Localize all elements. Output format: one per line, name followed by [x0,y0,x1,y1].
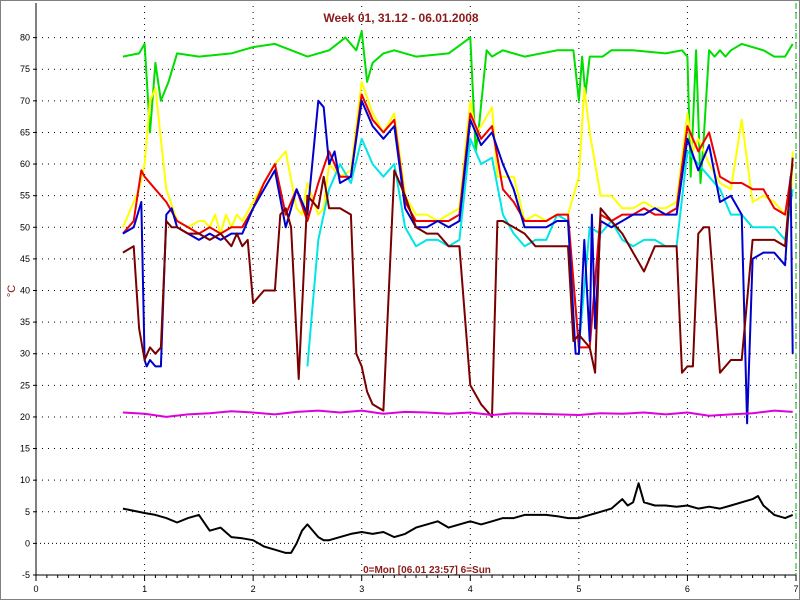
x-tick-label: 5 [576,584,581,594]
x-tick-label: 7 [793,584,798,594]
x-tick-label: 0 [33,584,38,594]
grid [36,6,797,576]
y-tick-label: 30 [20,349,30,359]
y-tick-label: 35 [20,317,30,327]
series-line-1 [121,80,794,235]
y-tick-label: 65 [20,127,30,137]
y-tick-label: 25 [20,380,30,390]
series-line-7 [122,482,794,554]
series-line-6 [122,409,793,418]
x-tick-label: 2 [251,584,256,594]
series [121,30,794,554]
y-tick-label: 80 [20,33,30,43]
chart-title: Week 01, 31.12 - 06.01.2008 [323,11,479,25]
x-tick-label: 1 [142,584,147,594]
x-tick-label: 3 [359,584,364,594]
y-tick-label: 5 [25,507,30,517]
y-tick-label: 75 [20,64,30,74]
y-tick-label: 70 [20,96,30,106]
y-tick-label: 0 [25,538,30,548]
x-axis-footer: 0=Mon [06.01 23:57] 6=Sun [363,565,491,576]
axes [35,3,797,581]
y-tick-label: 45 [20,254,30,264]
y-tick-label: 50 [20,222,30,232]
y-tick-label: 20 [20,412,30,422]
series-line-0 [122,30,794,184]
series-line-4 [122,99,794,425]
series-line-3 [122,93,794,349]
y-tick-label: 60 [20,159,30,169]
y-axis-label: °C [6,285,18,297]
y-tick-label: 15 [20,444,30,454]
y-tick-label: -5 [22,570,30,580]
series-line-2 [306,137,794,367]
x-tick-label: 6 [685,584,690,594]
series-line-5 [122,157,794,418]
y-tick-label: 55 [20,191,30,201]
y-tick-label: 10 [20,475,30,485]
x-tick-label: 4 [468,584,473,594]
y-tick-label: 40 [20,286,30,296]
